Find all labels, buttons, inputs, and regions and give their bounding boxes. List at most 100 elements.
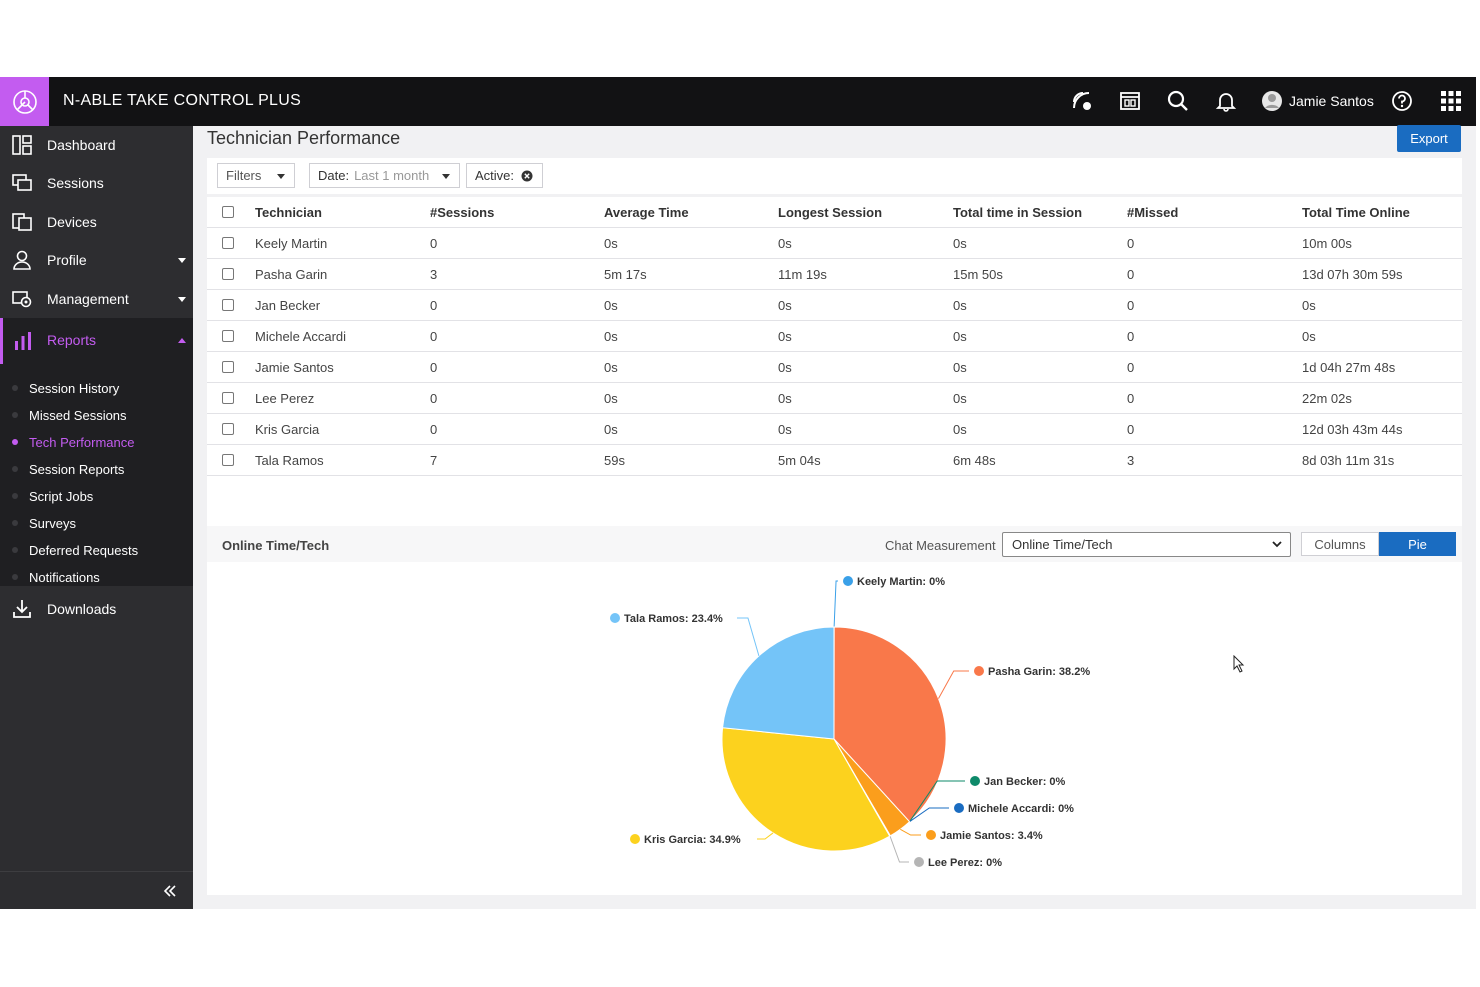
subnav-notifications[interactable]: Notifications — [0, 564, 193, 591]
top-bar: N-ABLE TAKE CONTROL PLUS Jamie Santos — [0, 77, 1476, 126]
pie-slice[interactable] — [722, 626, 835, 740]
subnav-surveys[interactable]: Surveys — [0, 510, 193, 537]
nav-label: Downloads — [47, 601, 117, 617]
table-row[interactable]: Lee Perez 0 0s 0s 0s 0 22m 02s — [207, 383, 1462, 414]
nav-dashboard[interactable]: Dashboard — [0, 126, 193, 164]
column-header[interactable]: Total time in Session — [953, 205, 1083, 220]
nav-management[interactable]: Management — [0, 280, 193, 318]
devices-icon — [12, 213, 32, 231]
app-logo[interactable] — [0, 77, 49, 126]
user-name: Jamie Santos — [1289, 93, 1374, 109]
row-checkbox[interactable] — [222, 361, 234, 373]
table-row[interactable]: Tala Ramos 7 59s 5m 04s 6m 48s 3 8d 03h 11m 31… — [207, 445, 1462, 476]
table-row[interactable]: Jamie Santos 0 0s 0s 0s 0 1d 04h 27m 48s — [207, 352, 1462, 383]
bullet-icon — [12, 520, 18, 526]
collapse-sidebar-button[interactable] — [0, 871, 193, 909]
column-header[interactable]: #Sessions — [430, 205, 495, 220]
table-cell: 59s — [604, 453, 625, 468]
table-cell: 0s — [778, 391, 792, 406]
export-button[interactable]: Export — [1397, 125, 1461, 152]
column-header[interactable]: Average Time — [604, 205, 689, 220]
subnav-session-reports[interactable]: Session Reports — [0, 456, 193, 483]
row-checkbox[interactable] — [222, 299, 234, 311]
subnav-session-history[interactable]: Session History — [0, 375, 193, 402]
app-grid-icon[interactable] — [1439, 89, 1463, 113]
date-filter[interactable]: Date: Last 1 month — [309, 163, 460, 188]
remote-connect-icon[interactable] — [1070, 89, 1094, 113]
slice-label: Pasha Garin: 38.2% — [988, 666, 1090, 678]
reports-submenu: Session History Missed Sessions Tech Per… — [0, 364, 193, 586]
table-cell: 0s — [953, 236, 967, 251]
legend-dot — [970, 776, 980, 786]
nav-devices[interactable]: Devices — [0, 203, 193, 241]
nav-label: Profile — [47, 252, 87, 268]
slice-label: Keely Martin: 0% — [857, 576, 945, 588]
pie-slice[interactable] — [833, 626, 947, 823]
active-filter[interactable]: Active: — [466, 163, 543, 188]
nav-reports[interactable]: Reports — [0, 318, 193, 364]
table-row[interactable]: Keely Martin 0 0s 0s 0s 0 10m 00s — [207, 228, 1462, 259]
subnav-script-jobs[interactable]: Script Jobs — [0, 483, 193, 510]
chevron-down-icon — [178, 297, 186, 302]
measurement-label: Chat Measurement — [885, 538, 996, 553]
logo-icon — [12, 89, 37, 114]
table-cell: 0s — [953, 391, 967, 406]
subnav-deferred-requests[interactable]: Deferred Requests — [0, 537, 193, 564]
table-cell: 5m 04s — [778, 453, 821, 468]
nav-label: Sessions — [47, 175, 104, 191]
table-row[interactable]: Kris Garcia 0 0s 0s 0s 0 12d 03h 43m 44s — [207, 414, 1462, 445]
table-cell: 7 — [430, 453, 438, 468]
table-row[interactable]: Jan Becker 0 0s 0s 0s 0 0s — [207, 290, 1462, 321]
row-checkbox[interactable] — [222, 454, 234, 466]
row-checkbox[interactable] — [222, 237, 234, 249]
slice-label: Lee Perez: 0% — [928, 857, 1002, 869]
legend-dot — [974, 666, 984, 676]
nav-downloads[interactable]: Downloads — [0, 590, 193, 628]
select-all-checkbox[interactable] — [222, 206, 234, 218]
table-cell: 0s — [604, 329, 618, 344]
subnav-tech-performance[interactable]: Tech Performance — [0, 429, 193, 456]
table-row[interactable]: Pasha Garin 3 5m 17s 11m 19s 15m 50s 0 13d 07h… — [207, 259, 1462, 290]
measurement-select[interactable]: Online Time/Tech — [1002, 532, 1291, 557]
table-row[interactable]: Michele Accardi 0 0s 0s 0s 0 0s — [207, 321, 1462, 352]
slice-label: Jan Becker: 0% — [984, 776, 1066, 788]
search-icon[interactable] — [1166, 89, 1190, 113]
user-menu[interactable]: Jamie Santos — [1261, 89, 1374, 113]
table-cell: 0 — [1127, 267, 1135, 282]
slice-label: Tala Ramos: 23.4% — [624, 613, 723, 625]
nav-profile[interactable]: Profile — [0, 241, 193, 279]
table-cell: 0 — [1127, 391, 1135, 406]
bell-icon[interactable] — [1214, 89, 1238, 113]
column-header[interactable]: Total Time Online — [1302, 205, 1410, 220]
row-checkbox[interactable] — [222, 330, 234, 342]
page-title: Technician Performance — [207, 128, 401, 148]
screen-icon[interactable] — [1118, 89, 1142, 113]
table-cell: Kris Garcia — [255, 422, 320, 437]
columns-view-button[interactable]: Columns — [1301, 532, 1379, 556]
row-checkbox[interactable] — [222, 268, 234, 280]
help-icon[interactable] — [1390, 89, 1414, 113]
chevron-up-icon — [178, 338, 186, 343]
table-cell: 8d 03h 11m 31s — [1302, 453, 1395, 468]
filters-dropdown[interactable]: Filters — [217, 163, 295, 188]
table-cell: Michele Accardi — [255, 329, 347, 344]
slice-label: Michele Accardi: 0% — [968, 803, 1074, 815]
table-cell: 0 — [430, 360, 438, 375]
slice-connector — [938, 670, 969, 699]
row-checkbox[interactable] — [222, 423, 234, 435]
clear-filter-icon[interactable] — [521, 170, 533, 182]
table-cell: 0s — [778, 422, 792, 437]
pie-view-button[interactable]: Pie — [1379, 532, 1456, 556]
column-header[interactable]: Technician — [255, 205, 322, 220]
table-cell: 0 — [430, 298, 438, 313]
nav-label: Reports — [47, 332, 97, 348]
table-cell: 0 — [430, 236, 438, 251]
subnav-label: Deferred Requests — [29, 543, 139, 558]
nav-label: Management — [47, 291, 129, 307]
nav-sessions[interactable]: Sessions — [0, 164, 193, 202]
table-cell: Jan Becker — [255, 298, 321, 313]
row-checkbox[interactable] — [222, 392, 234, 404]
column-header[interactable]: #Missed — [1127, 205, 1179, 220]
column-header[interactable]: Longest Session — [778, 205, 883, 220]
subnav-missed-sessions[interactable]: Missed Sessions — [0, 402, 193, 429]
